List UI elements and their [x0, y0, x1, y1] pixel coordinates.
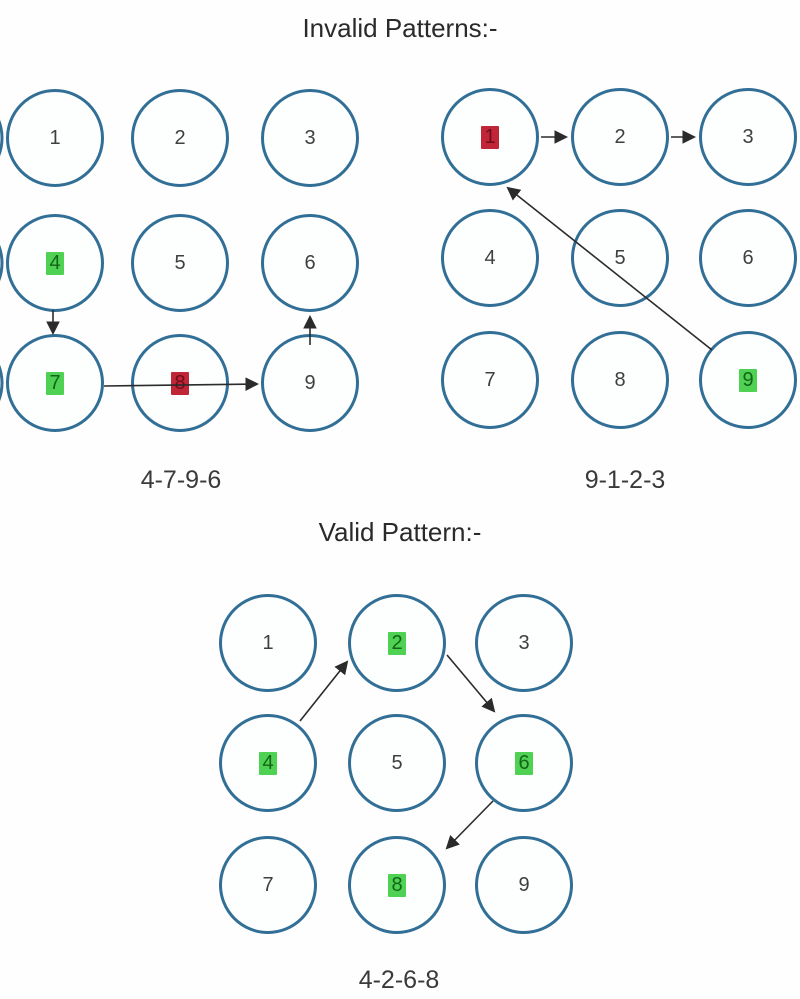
grid3-dot-8: 8 [348, 836, 446, 934]
grid1-dot-4: 4 [6, 214, 104, 312]
grid1-dot-2: 2 [131, 89, 229, 187]
arrow-6-to-8 [445, 800, 494, 850]
grid2-dot-9: 9 [699, 331, 797, 429]
grid3-dot-4: 4 [219, 714, 317, 812]
grid2-dot-1: 1 [441, 88, 539, 186]
pattern-label-valid: 4-2-6-8 [358, 966, 440, 994]
dot-number: 5 [174, 251, 186, 274]
dot-number: 6 [515, 751, 533, 775]
dot-number: 2 [388, 631, 406, 655]
dot-number: 4 [484, 246, 496, 269]
pattern-label-invalid-1: 4-7-9-6 [140, 466, 222, 494]
grid3-dot-3: 3 [475, 594, 573, 692]
grid3-dot-2: 2 [348, 594, 446, 692]
grid1-dot-5: 5 [131, 214, 229, 312]
grid1-dot-3: 3 [261, 89, 359, 187]
grid1-dot-1: 1 [6, 89, 104, 187]
grid3-dot-6: 6 [475, 714, 573, 812]
dot-number: 4 [46, 251, 64, 275]
dot-number: 9 [518, 873, 530, 896]
dot-number: 1 [49, 126, 61, 149]
dot-number: 3 [304, 126, 316, 149]
invalid-patterns-title: Invalid Patterns:- [302, 13, 498, 43]
dot-number: 9 [739, 368, 757, 392]
dot-number: 2 [174, 126, 186, 149]
dot-number: 3 [518, 631, 530, 654]
grid2-dot-7: 7 [441, 331, 539, 429]
grid1-dot-9: 9 [261, 334, 359, 432]
dot-number: 2 [614, 125, 626, 148]
grid1-dot-8: 8 [131, 334, 229, 432]
grid2-dot-3: 3 [699, 88, 797, 186]
dot-number: 8 [171, 371, 189, 395]
dot-number: 1 [481, 125, 499, 149]
grid2-dot-5: 5 [571, 209, 669, 307]
grid2-dot-8: 8 [571, 331, 669, 429]
clipped-edge-circles [0, 119, 4, 402]
grid3-dot-1: 1 [219, 594, 317, 692]
pattern-label-invalid-2: 9-1-2-3 [584, 466, 666, 494]
grid1-dot-6: 6 [261, 214, 359, 312]
dot-number: 4 [259, 751, 277, 775]
grid3-dot-7: 7 [219, 836, 317, 934]
dot-number: 8 [388, 873, 406, 897]
dot-number: 1 [262, 631, 274, 654]
grid1-dot-7: 7 [6, 334, 104, 432]
grid3-dot-5: 5 [348, 714, 446, 812]
grid2-dot-2: 2 [571, 88, 669, 186]
dot-number: 7 [484, 368, 496, 391]
dot-number: 6 [304, 251, 316, 274]
dot-number: 5 [614, 246, 626, 269]
dot-number: 3 [742, 125, 754, 148]
dot-number: 5 [391, 751, 403, 774]
grid2-dot-4: 4 [441, 209, 539, 307]
dot-number: 8 [614, 368, 626, 391]
grid2-dot-6: 6 [699, 209, 797, 307]
dot-number: 9 [304, 371, 316, 394]
dot-number: 7 [46, 371, 64, 395]
grid3-dot-9: 9 [475, 836, 573, 934]
dot-number: 7 [262, 873, 274, 896]
dot-number: 6 [742, 246, 754, 269]
valid-pattern-title: Valid Pattern:- [318, 517, 482, 547]
